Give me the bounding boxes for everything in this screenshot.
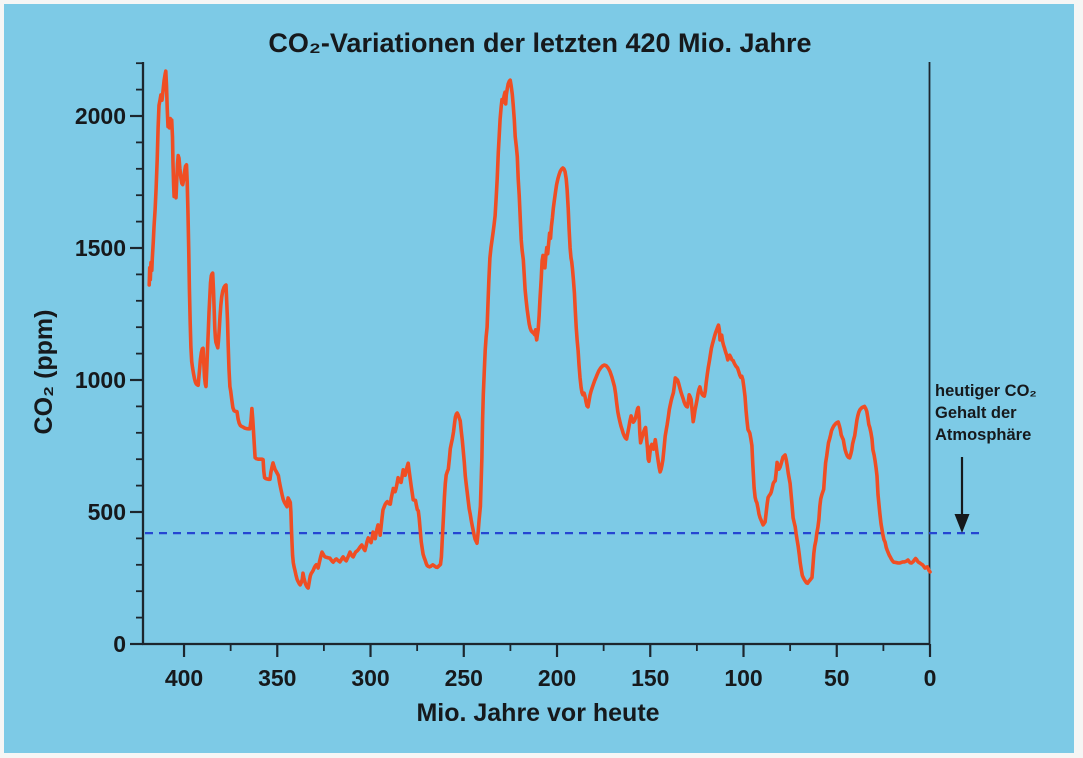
tick-label: 200 — [538, 665, 576, 691]
tick-label: 1500 — [75, 235, 126, 261]
tick-label: 1000 — [75, 367, 126, 393]
chart-panel — [4, 4, 1074, 753]
y-axis-label: CO₂ (ppm) — [30, 310, 58, 435]
tick-label: 400 — [165, 665, 203, 691]
tick-label: 0 — [113, 631, 126, 657]
annotation-text: heutiger CO₂ Gehalt der Atmosphäre — [935, 382, 1041, 444]
annotation-line-1: heutiger CO₂ — [935, 382, 1037, 400]
tick-label: 300 — [351, 665, 389, 691]
down-arrow-icon — [954, 457, 970, 533]
annotation-line-2: Gehalt der — [935, 404, 1017, 422]
tick-label: 350 — [258, 665, 296, 691]
tick-label: 0 — [924, 665, 937, 691]
tick-label: 500 — [88, 499, 126, 525]
tick-label: 50 — [824, 665, 850, 691]
tick-label: 250 — [445, 665, 483, 691]
co2-curve — [147, 69, 932, 590]
annotation-line-3: Atmosphäre — [935, 426, 1031, 444]
tick-label: 150 — [631, 665, 669, 691]
x-axis-label: Mio. Jahre vor heute — [416, 699, 659, 727]
chart-title: CO₂-Variationen der letzten 420 Mio. Jah… — [268, 28, 811, 58]
tick-label: 2000 — [75, 103, 126, 129]
tick-label: 100 — [724, 665, 762, 691]
